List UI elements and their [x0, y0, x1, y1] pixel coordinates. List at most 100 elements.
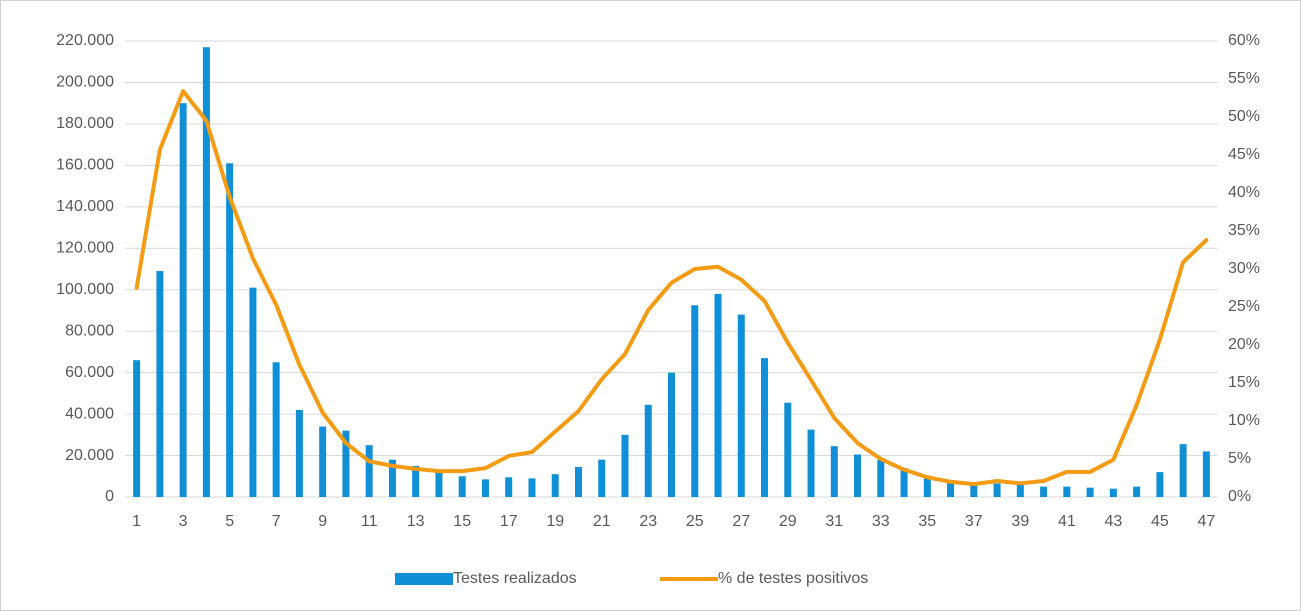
x-tick-label: 13 — [407, 513, 425, 530]
bar — [1086, 487, 1094, 497]
y-tick-label: 140.000 — [56, 198, 114, 215]
x-tick-label: 41 — [1058, 513, 1076, 530]
bar — [1040, 486, 1048, 497]
x-tick-label: 11 — [361, 513, 378, 530]
bar — [388, 459, 396, 497]
y-tick-label: 60.000 — [65, 364, 114, 381]
y-tick-label: 180.000 — [56, 115, 114, 132]
bar — [505, 477, 513, 497]
bar — [644, 404, 652, 497]
bar — [226, 163, 234, 498]
x-tick-label: 9 — [318, 513, 327, 530]
x-tick-label: 17 — [500, 513, 518, 530]
bar — [435, 472, 443, 497]
y2-tick-label: 15% — [1228, 374, 1260, 391]
bar — [877, 459, 885, 497]
y-tick-label: 120.000 — [56, 239, 114, 256]
x-tick-label: 15 — [453, 513, 471, 530]
bar — [714, 293, 722, 497]
bar — [179, 103, 187, 497]
bar — [1202, 451, 1210, 497]
line — [134, 89, 1209, 487]
y2-tick-label: 40% — [1228, 184, 1260, 201]
y2-tick-label: 10% — [1228, 412, 1260, 429]
bar — [1156, 472, 1164, 497]
bar — [295, 409, 303, 497]
y2-tick-label: 55% — [1228, 70, 1260, 87]
bar — [947, 480, 955, 497]
bar — [412, 465, 420, 497]
y-tick-label: 100.000 — [56, 281, 114, 298]
y-tick-label: 20.000 — [65, 447, 114, 464]
bar — [691, 305, 699, 497]
bar — [551, 474, 559, 497]
bar — [737, 314, 745, 497]
y2-tick-label: 30% — [1228, 260, 1260, 277]
y-tick-label: 0 — [105, 488, 114, 505]
bar — [249, 287, 257, 497]
bar — [784, 402, 792, 497]
bar — [365, 445, 373, 497]
x-tick-label: 3 — [179, 513, 188, 530]
bar — [574, 466, 582, 497]
bar — [272, 362, 280, 497]
bar — [319, 426, 327, 497]
y2-tick-label: 5% — [1228, 450, 1251, 467]
bar — [458, 476, 466, 497]
bar — [342, 430, 350, 497]
y2-tick-label: 25% — [1228, 298, 1260, 315]
bar — [668, 372, 675, 497]
bar — [1179, 444, 1187, 497]
bar — [761, 358, 769, 497]
y2-tick-label: 50% — [1228, 108, 1260, 125]
bar — [970, 482, 978, 497]
x-tick-label: 35 — [918, 513, 936, 530]
legend-swatch — [395, 573, 453, 585]
x-tick-label: 21 — [593, 513, 611, 530]
y-tick-label: 220.000 — [56, 32, 114, 49]
x-tick-label: 39 — [1011, 513, 1029, 530]
x-tick-label: 47 — [1197, 513, 1215, 530]
y-tick-label: 160.000 — [56, 157, 114, 174]
bar — [1063, 486, 1071, 497]
legend-label: % de testes positivos — [718, 570, 868, 587]
bar — [481, 479, 489, 497]
y-tick-label: 80.000 — [65, 322, 114, 339]
bar — [900, 467, 908, 497]
bar — [1133, 486, 1141, 497]
y2-tick-label: 20% — [1228, 336, 1260, 353]
bar — [1016, 484, 1024, 497]
x-tick-label: 45 — [1151, 513, 1169, 530]
bar — [993, 483, 1001, 497]
bar — [923, 478, 931, 497]
bar — [854, 454, 862, 497]
bar — [202, 47, 210, 498]
y-tick-label: 40.000 — [65, 405, 114, 422]
x-tick-label: 43 — [1104, 513, 1122, 530]
bar — [621, 434, 629, 497]
bar — [830, 446, 838, 497]
y2-tick-label: 0% — [1228, 488, 1251, 505]
x-tick-label: 27 — [732, 513, 750, 530]
y2-tick-label: 60% — [1228, 32, 1260, 49]
x-tick-label: 5 — [225, 513, 234, 530]
x-tick-label: 25 — [686, 513, 704, 530]
x-tick-label: 33 — [872, 513, 890, 530]
bar — [156, 271, 164, 497]
x-tick-label: 7 — [272, 513, 281, 530]
x-tick-label: 37 — [965, 513, 983, 530]
y2-tick-label: 45% — [1228, 146, 1260, 163]
x-tick-label: 23 — [639, 513, 657, 530]
bar — [133, 360, 141, 497]
x-tick-label: 29 — [779, 513, 797, 530]
bar — [528, 478, 536, 497]
bar — [1109, 488, 1117, 497]
bar — [807, 429, 815, 497]
y-tick-label: 200.000 — [56, 74, 114, 91]
x-tick-label: 1 — [132, 513, 141, 530]
bar — [598, 459, 606, 497]
legend-label: Testes realizados — [453, 570, 577, 587]
x-tick-label: 31 — [825, 513, 843, 530]
x-tick-label: 19 — [546, 513, 564, 530]
